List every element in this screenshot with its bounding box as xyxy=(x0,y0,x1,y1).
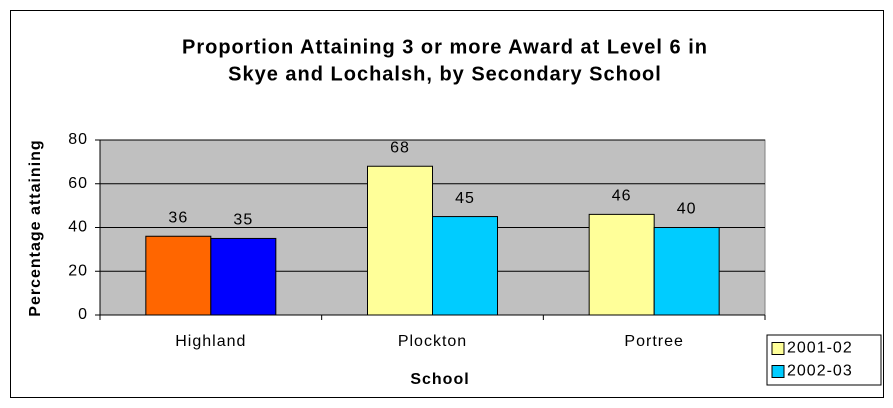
bar xyxy=(367,165,433,316)
x-tick-label: Plockton xyxy=(398,333,467,350)
chart-title: Proportion Attaining 3 or more Award at … xyxy=(182,36,708,58)
value-label: 46 xyxy=(612,188,632,205)
x-axis-label: School xyxy=(410,371,469,388)
y-tick-label: 60 xyxy=(68,175,88,192)
bar xyxy=(588,213,655,316)
value-label: 45 xyxy=(455,190,475,207)
y-axis-label: Percentage attaining xyxy=(27,139,44,316)
legend-swatch xyxy=(771,365,785,378)
y-tick-label: 40 xyxy=(68,219,88,236)
legend-label: 2002-03 xyxy=(787,363,853,380)
value-label: 36 xyxy=(168,209,188,226)
bar xyxy=(432,216,498,316)
bar xyxy=(210,237,277,316)
bar xyxy=(145,235,212,316)
y-tick-label: 20 xyxy=(68,262,88,279)
legend-swatch xyxy=(771,342,785,355)
legend-box xyxy=(766,334,882,386)
y-tick-label: 0 xyxy=(78,306,88,323)
value-label: 40 xyxy=(677,201,697,218)
bar xyxy=(653,227,720,316)
legend-label: 2001-02 xyxy=(787,340,853,357)
value-label: 35 xyxy=(233,212,253,229)
x-tick-label: Portree xyxy=(624,333,683,350)
y-tick-label: 80 xyxy=(68,131,88,148)
x-tick-label: Highland xyxy=(175,333,246,350)
chart-title: Skye and Lochalsh, by Secondary School xyxy=(228,63,662,85)
value-label: 68 xyxy=(390,139,410,156)
